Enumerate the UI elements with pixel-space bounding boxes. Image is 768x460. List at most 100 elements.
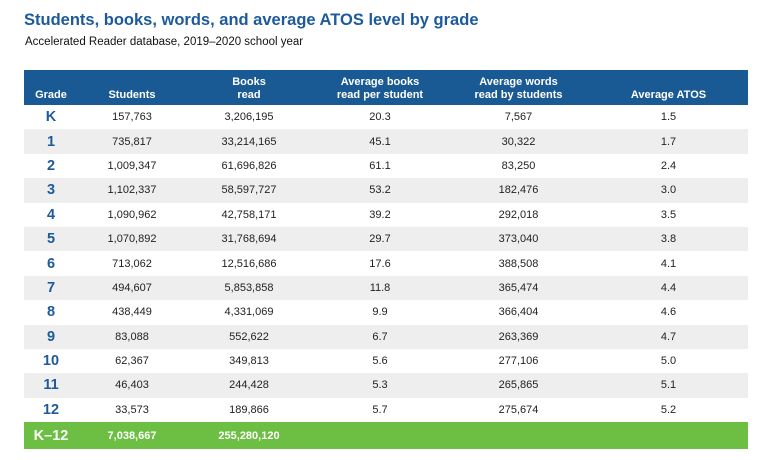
- cell-students: 735,817: [112, 135, 152, 148]
- table-row: 9 83,088 552,622 6.7 263,369 4.7: [24, 324, 748, 349]
- total-cell-avg-words: [448, 422, 589, 449]
- cell-avg-atos: 5.2: [660, 403, 677, 416]
- cell-students: 1,009,347: [107, 159, 157, 172]
- cell-grade: 7: [46, 279, 56, 296]
- cell-grade: 1: [46, 133, 56, 150]
- cell-avg-books: 20.3: [369, 111, 391, 124]
- cell-avg-books: 39.2: [369, 208, 391, 221]
- table-body: K 157,763 3,206,195 20.3 7,567 1.5 1 735,817 33,…: [24, 105, 748, 450]
- cell-avg-atos: 5.0: [660, 355, 677, 368]
- cell-books-read: 5,853,858: [224, 281, 274, 294]
- cell-avg-words: 30,322: [501, 135, 536, 148]
- table-row: 6 713,062 12,516,686 17.6 388,508 4.1: [24, 251, 748, 275]
- table-row: 8 438,449 4,331,069 9.9 366,404 4.6: [24, 300, 748, 324]
- table-row: K 157,763 3,206,195 20.3 7,567 1.5: [24, 105, 748, 129]
- cell-avg-words: 366,404: [498, 306, 539, 319]
- cell-students: 157,763: [112, 111, 152, 124]
- header-avg-books: Average books read per student: [336, 76, 424, 101]
- cell-avg-words: 7,567: [504, 111, 533, 124]
- cell-avg-atos: 5.1: [660, 379, 677, 392]
- cell-students: 33,573: [115, 403, 149, 416]
- cell-grade: 4: [46, 206, 56, 223]
- cell-avg-books: 61.1: [369, 159, 391, 172]
- cell-avg-atos: 4.4: [660, 281, 677, 294]
- cell-grade: 10: [42, 353, 60, 370]
- cell-grade: 5: [46, 231, 56, 248]
- cell-avg-atos: 4.1: [660, 257, 677, 270]
- header-row: Grade Students Books read Average books read …: [24, 70, 748, 105]
- cell-students: 494,607: [112, 281, 152, 294]
- cell-grade: 2: [46, 157, 56, 174]
- cell-students: 1,090,962: [107, 208, 157, 221]
- cell-avg-books: 6.7: [372, 330, 388, 343]
- cell-avg-words: 275,674: [498, 403, 539, 416]
- cell-books-read: 33,214,165: [221, 135, 277, 148]
- cell-avg-atos: 3.0: [660, 184, 677, 197]
- cell-avg-atos: 4.6: [660, 306, 677, 319]
- cell-books-read: 552,622: [229, 330, 269, 343]
- cell-grade: 11: [43, 377, 59, 394]
- table-row: 12 33,573 189,866 5.7 275,674 5.2: [24, 398, 748, 422]
- cell-students: 62,367: [115, 355, 149, 368]
- cell-avg-books: 5.6: [372, 355, 388, 368]
- table-row: 4 1,090,962 42,758,171 39.2 292,018 3.5: [24, 203, 748, 227]
- table-row: 11 46,403 244,428 5.3 265,865 5.1: [24, 373, 748, 398]
- cell-books-read: 4,331,069: [224, 306, 274, 319]
- cell-students: 1,070,892: [107, 233, 157, 246]
- table-row: 1 735,817 33,214,165 45.1 30,322 1.7: [24, 129, 748, 154]
- cell-avg-words: 373,040: [498, 233, 539, 246]
- total-cell-books-read: 255,280,120: [218, 429, 280, 442]
- cell-avg-books: 11.8: [369, 281, 391, 294]
- cell-avg-words: 292,018: [498, 208, 539, 221]
- cell-avg-books: 53.2: [369, 184, 391, 197]
- cell-books-read: 31,768,694: [221, 233, 277, 246]
- cell-books-read: 61,696,826: [221, 159, 277, 172]
- cell-students: 438,449: [112, 306, 152, 319]
- header-books-read: Books read: [232, 76, 266, 101]
- cell-avg-words: 182,476: [498, 184, 539, 197]
- cell-avg-books: 5.7: [372, 403, 388, 416]
- total-cell-grade: K–12: [33, 427, 69, 444]
- header-avg-atos: Average ATOS: [630, 89, 707, 101]
- cell-avg-books: 29.7: [369, 233, 391, 246]
- cell-avg-words: 265,865: [498, 379, 539, 392]
- cell-grade: 9: [46, 328, 56, 345]
- data-table: Grade Students Books read Average books read …: [24, 70, 748, 450]
- total-cell-avg-books: [312, 422, 448, 449]
- header-grade: Grade: [35, 89, 67, 101]
- cell-avg-atos: 4.7: [660, 330, 677, 343]
- cell-avg-books: 45.1: [369, 135, 391, 148]
- cell-books-read: 244,428: [229, 379, 269, 392]
- table-row: 10 62,367 349,813 5.6 277,106 5.0: [24, 349, 748, 373]
- cell-books-read: 42,758,171: [221, 208, 277, 221]
- chart-subtitle: Accelerated Reader database, 2019–2020 s…: [25, 36, 304, 48]
- cell-students: 83,088: [115, 330, 149, 343]
- table-row: 5 1,070,892 31,768,694 29.7 373,040 3.8: [24, 226, 748, 252]
- header-students: Students: [108, 89, 156, 101]
- cell-books-read: 349,813: [229, 355, 269, 368]
- cell-avg-books: 17.6: [369, 257, 391, 270]
- total-cell-avg-atos: [589, 422, 748, 449]
- cell-avg-books: 9.9: [372, 306, 388, 319]
- cell-avg-atos: 1.5: [660, 111, 677, 124]
- header-avg-words: Average words read by students: [474, 76, 563, 101]
- cell-avg-atos: 2.4: [660, 159, 677, 172]
- total-row: K–12 7,038,667 255,280,120: [24, 422, 748, 450]
- cell-grade: 8: [46, 304, 56, 321]
- cell-books-read: 58,597,727: [221, 184, 277, 197]
- cell-avg-atos: 3.5: [660, 208, 677, 221]
- table-row: 7 494,607 5,853,858 11.8 365,474 4.4: [24, 275, 748, 301]
- total-cell-students: 7,038,667: [107, 429, 157, 442]
- cell-books-read: 189,866: [229, 403, 269, 416]
- cell-grade: 6: [46, 255, 56, 272]
- cell-avg-words: 263,369: [498, 330, 539, 343]
- cell-grade: K: [45, 109, 57, 126]
- cell-avg-words: 83,250: [501, 159, 536, 172]
- cell-grade: 3: [46, 182, 56, 199]
- cell-avg-words: 365,474: [498, 281, 539, 294]
- cell-books-read: 3,206,195: [224, 111, 274, 124]
- cell-students: 713,062: [112, 257, 152, 270]
- cell-avg-words: 388,508: [498, 257, 539, 270]
- cell-avg-atos: 1.7: [660, 135, 677, 148]
- cell-avg-books: 5.3: [372, 379, 388, 392]
